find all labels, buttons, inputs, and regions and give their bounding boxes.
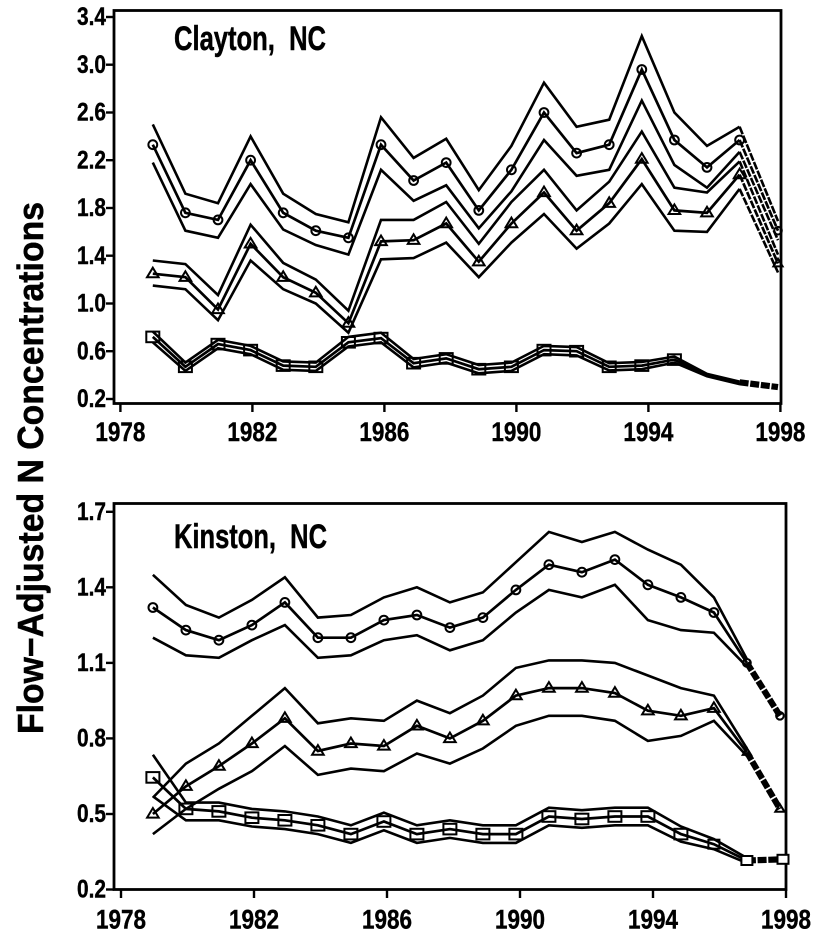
svg-text:1990: 1990	[495, 905, 545, 935]
svg-text:1.4: 1.4	[77, 243, 106, 270]
svg-text:1982: 1982	[227, 417, 277, 447]
svg-text:0.5: 0.5	[77, 801, 106, 828]
svg-text:0.2: 0.2	[77, 386, 106, 413]
svg-text:1998: 1998	[761, 905, 811, 935]
svg-text:1978: 1978	[96, 905, 146, 935]
svg-text:Flow−Adjusted N Concentrations: Flow−Adjusted N Concentrations	[10, 202, 51, 734]
svg-text:1986: 1986	[362, 905, 412, 935]
svg-text:1.4: 1.4	[77, 575, 106, 602]
svg-text:3.4: 3.4	[77, 4, 106, 31]
svg-text:1978: 1978	[95, 417, 145, 447]
svg-text:1986: 1986	[359, 417, 409, 447]
svg-text:1990: 1990	[491, 417, 541, 447]
svg-text:1994: 1994	[628, 905, 678, 935]
svg-text:1994: 1994	[623, 417, 673, 447]
svg-text:2.6: 2.6	[77, 100, 106, 127]
svg-text:2.2: 2.2	[77, 147, 106, 174]
svg-text:0.2: 0.2	[77, 877, 106, 904]
svg-text:1998: 1998	[755, 417, 805, 447]
svg-text:1.0: 1.0	[77, 291, 106, 318]
svg-text:Kinston, NC: Kinston, NC	[174, 518, 327, 556]
svg-text:1.7: 1.7	[77, 499, 106, 526]
svg-text:1.8: 1.8	[77, 195, 106, 222]
svg-text:1982: 1982	[229, 905, 279, 935]
svg-text:Clayton, NC: Clayton, NC	[174, 20, 326, 58]
svg-text:0.6: 0.6	[77, 338, 106, 365]
svg-text:0.8: 0.8	[77, 726, 106, 753]
svg-text:1.1: 1.1	[77, 650, 106, 677]
svg-text:3.0: 3.0	[77, 52, 106, 79]
